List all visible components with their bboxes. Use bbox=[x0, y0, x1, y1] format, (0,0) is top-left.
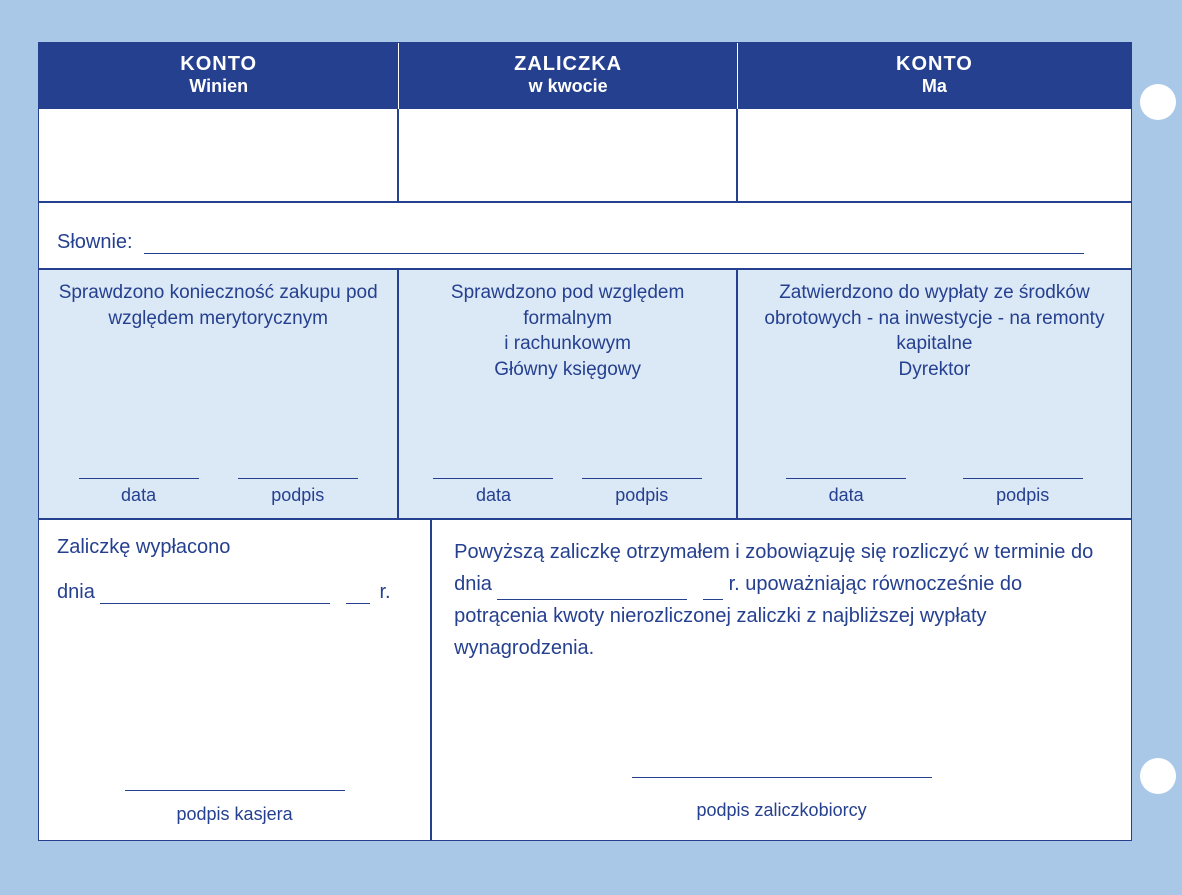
approval1-data[interactable]: data bbox=[79, 478, 199, 506]
approval1-data-label: data bbox=[121, 485, 156, 506]
kasjer-signature[interactable]: podpis kasjera bbox=[39, 780, 430, 826]
approval2-data-label: data bbox=[476, 485, 511, 506]
header-konto-ma: KONTO Ma bbox=[738, 43, 1131, 109]
payout-box: Zaliczkę wypłacono dnia r. podpis kasjer… bbox=[39, 520, 432, 840]
slownie-line[interactable] bbox=[144, 253, 1084, 254]
punch-hole-bottom bbox=[1140, 758, 1176, 794]
header-col3-title: KONTO bbox=[738, 53, 1131, 76]
bottom-row: Zaliczkę wypłacono dnia r. podpis kasjer… bbox=[39, 520, 1131, 840]
slownie-row: Słownie: bbox=[39, 203, 1131, 270]
header-row: KONTO Winien ZALICZKA w kwocie KONTO Ma bbox=[39, 43, 1131, 109]
payout-date-line[interactable] bbox=[100, 603, 330, 604]
zaliczkobiorca-sig-label: podpis zaliczkobiorcy bbox=[697, 800, 867, 820]
receipt-date-line[interactable] bbox=[497, 599, 687, 600]
header-col2-title: ZALICZKA bbox=[399, 53, 737, 76]
approval-col3-text: Zatwierdzono do wypłaty ze środków obrot… bbox=[756, 280, 1113, 383]
approval2-podpis[interactable]: podpis bbox=[582, 478, 702, 506]
approval-dyrektor: Zatwierdzono do wypłaty ze środków obrot… bbox=[738, 270, 1131, 520]
header-konto-winien: KONTO Winien bbox=[39, 43, 399, 109]
approval3-podpis-label: podpis bbox=[996, 485, 1049, 506]
approval-col1-text: Sprawdzono konieczność zakupu pod względ… bbox=[57, 280, 379, 331]
approval3-data-label: data bbox=[829, 485, 864, 506]
payout-year-line[interactable] bbox=[346, 603, 370, 604]
value-row bbox=[39, 109, 1131, 203]
approval2-podpis-label: podpis bbox=[615, 485, 668, 506]
header-col2-sub: w kwocie bbox=[399, 76, 737, 97]
value-konto-ma[interactable] bbox=[738, 109, 1131, 203]
approval1-podpis[interactable]: podpis bbox=[238, 478, 358, 506]
receipt-box: Powyższą zaliczkę otrzymałem i zobowiązu… bbox=[432, 520, 1131, 840]
payout-line1: Zaliczkę wypłacono bbox=[57, 536, 412, 559]
approval-row: Sprawdzono konieczność zakupu pod względ… bbox=[39, 270, 1131, 520]
approval-formalny: Sprawdzono pod względem formalnym i rach… bbox=[399, 270, 738, 520]
receipt-year-line[interactable] bbox=[703, 599, 723, 600]
header-col1-sub: Winien bbox=[39, 76, 398, 97]
receipt-text-mid: r. upoważniając równocześnie do potrącen… bbox=[454, 573, 1022, 659]
form-sheet: KONTO Winien ZALICZKA w kwocie KONTO Ma … bbox=[38, 42, 1132, 841]
value-zaliczka[interactable] bbox=[399, 109, 738, 203]
payout-r-label: r. bbox=[380, 581, 391, 603]
value-konto-winien[interactable] bbox=[39, 109, 399, 203]
zaliczkobiorca-signature[interactable]: podpis zaliczkobiorcy bbox=[432, 762, 1131, 826]
approval1-podpis-label: podpis bbox=[271, 485, 324, 506]
approval-col2-text: Sprawdzono pod względem formalnym i rach… bbox=[417, 280, 718, 383]
payout-dnia-label: dnia bbox=[57, 581, 95, 603]
header-col1-title: KONTO bbox=[39, 53, 398, 76]
punch-hole-top bbox=[1140, 84, 1176, 120]
header-zaliczka: ZALICZKA w kwocie bbox=[399, 43, 738, 109]
kasjer-sig-label: podpis kasjera bbox=[177, 804, 293, 824]
slownie-label: Słownie: bbox=[57, 231, 133, 253]
approval2-data[interactable]: data bbox=[433, 478, 553, 506]
header-col3-sub: Ma bbox=[738, 76, 1131, 97]
approval-merytoryczny: Sprawdzono konieczność zakupu pod względ… bbox=[39, 270, 399, 520]
approval3-podpis[interactable]: podpis bbox=[963, 478, 1083, 506]
approval3-data[interactable]: data bbox=[786, 478, 906, 506]
